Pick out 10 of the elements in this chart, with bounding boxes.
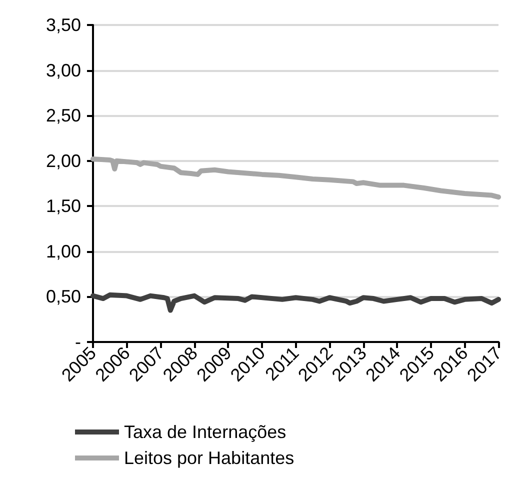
y-tick-label: 3,50: [46, 15, 81, 35]
y-tick-label: 2,50: [46, 106, 81, 126]
legend-label: Leitos por Habitantes: [124, 448, 294, 468]
y-tick-label: 1,00: [46, 241, 81, 262]
y-tick-label: 1,50: [46, 196, 81, 216]
y-tick-label: 0,50: [46, 286, 81, 307]
y-tick-label: 2,00: [46, 150, 81, 171]
y-tick-label: -: [75, 332, 81, 352]
y-tick-label: 3,00: [46, 60, 81, 80]
legend-label: Taxa de Internações: [124, 422, 286, 442]
